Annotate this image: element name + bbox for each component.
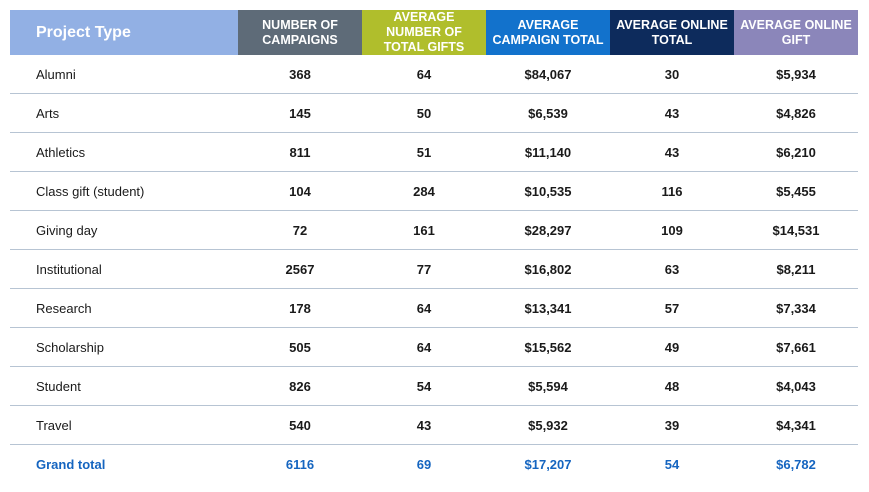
table-body: Alumni 368 64 $84,067 30 $5,934 Arts 145 50 $6,53… [10, 55, 858, 483]
row-label: Alumni [10, 55, 238, 94]
row-label: Giving day [10, 210, 238, 250]
cell-average-number-of-total-gifts: 161 [362, 210, 486, 250]
cell-average-online-total: 43 [610, 93, 734, 133]
table-row: Scholarship 505 64 $15,562 49 $7,661 [10, 327, 858, 367]
table-row: Travel 540 43 $5,932 39 $4,341 [10, 405, 858, 445]
total-average-number-of-total-gifts: 69 [416, 456, 432, 472]
cell-average-number-of-total-gifts: 51 [362, 132, 486, 172]
header-average-online-gift: AVERAGE ONLINE GIFT [734, 10, 858, 55]
row-label: Arts [10, 93, 238, 133]
cell-average-number-of-total-gifts: 54 [362, 366, 486, 406]
cell-average-online-total: 49 [610, 327, 734, 367]
cell-average-online-gift: $7,334 [734, 288, 858, 328]
cell-number-of-campaigns: 505 [238, 327, 362, 367]
cell-average-online-gift: $7,661 [734, 327, 858, 367]
header-average-number-of-total-gifts: AVERAGE NUMBER OF TOTAL GIFTS [362, 10, 486, 55]
table-row: Student 826 54 $5,594 48 $4,043 [10, 366, 858, 406]
cell-average-online-total: 43 [610, 132, 734, 172]
grand-total-row: Grand total 6116 69 $17,207 54 $6,782 [10, 445, 858, 484]
cell-average-campaign-total: $11,140 [486, 132, 610, 172]
row-label: Athletics [10, 132, 238, 172]
cell-average-online-gift: $4,043 [734, 366, 858, 406]
total-number-of-campaigns: 6116 [285, 456, 315, 472]
row-label: Institutional [10, 249, 238, 289]
project-type-table: Project Type NUMBER OF CAMPAIGNS AVERAGE… [10, 10, 858, 483]
cell-average-online-total: 63 [610, 249, 734, 289]
cell-average-number-of-total-gifts: 43 [362, 405, 486, 445]
cell-average-online-total: 116 [610, 171, 734, 211]
cell-number-of-campaigns: 368 [238, 55, 362, 94]
cell-average-online-gift: $5,455 [734, 171, 858, 211]
header-average-online-total: AVERAGE ONLINE TOTAL [610, 10, 734, 55]
cell-number-of-campaigns: 826 [238, 366, 362, 406]
cell-number-of-campaigns: 178 [238, 288, 362, 328]
header-project-type: Project Type [10, 10, 238, 55]
cell-average-number-of-total-gifts: 64 [362, 55, 486, 94]
cell-number-of-campaigns: 540 [238, 405, 362, 445]
cell-average-number-of-total-gifts: 50 [362, 93, 486, 133]
cell-average-number-of-total-gifts: 284 [362, 171, 486, 211]
table-row: Athletics 811 51 $11,140 43 $6,210 [10, 132, 858, 172]
cell-average-online-total: 48 [610, 366, 734, 406]
cell-average-online-gift: $8,211 [734, 249, 858, 289]
cell-average-campaign-total: $6,539 [486, 93, 610, 133]
cell-average-online-total: 109 [610, 210, 734, 250]
cell-average-campaign-total: $13,341 [486, 288, 610, 328]
cell-number-of-campaigns: 72 [238, 210, 362, 250]
cell-average-campaign-total: $10,535 [486, 171, 610, 211]
cell-average-online-gift: $4,826 [734, 93, 858, 133]
cell-average-campaign-total: $84,067 [486, 55, 610, 94]
cell-average-number-of-total-gifts: 77 [362, 249, 486, 289]
table-row: Giving day 72 161 $28,297 109 $14,531 [10, 210, 858, 250]
header-row: Project Type NUMBER OF CAMPAIGNS AVERAGE… [10, 10, 858, 55]
cell-average-online-gift: $5,934 [734, 55, 858, 94]
data-table-container: Project Type NUMBER OF CAMPAIGNS AVERAGE… [10, 10, 858, 483]
cell-average-number-of-total-gifts: 64 [362, 327, 486, 367]
cell-average-campaign-total: $16,802 [486, 249, 610, 289]
cell-average-online-gift: $14,531 [734, 210, 858, 250]
cell-average-online-gift: $6,210 [734, 132, 858, 172]
table-row: Institutional 2567 77 $16,802 63 $8,211 [10, 249, 858, 289]
cell-number-of-campaigns: 2567 [238, 249, 362, 289]
table-row: Research 178 64 $13,341 57 $7,334 [10, 288, 858, 328]
cell-average-online-total: 39 [610, 405, 734, 445]
grand-total-label: Grand total [36, 456, 106, 472]
header-number-of-campaigns: NUMBER OF CAMPAIGNS [238, 10, 362, 55]
cell-average-online-total: 30 [610, 55, 734, 94]
cell-average-campaign-total: $15,562 [486, 327, 610, 367]
total-average-campaign-total: $17,207 [524, 456, 572, 472]
row-label: Research [10, 288, 238, 328]
row-label: Class gift (student) [10, 171, 238, 211]
row-label: Student [10, 366, 238, 406]
cell-number-of-campaigns: 811 [238, 132, 362, 172]
total-average-online-total: 54 [664, 456, 680, 472]
row-label: Travel [10, 405, 238, 445]
cell-average-campaign-total: $28,297 [486, 210, 610, 250]
table-row: Alumni 368 64 $84,067 30 $5,934 [10, 55, 858, 94]
cell-number-of-campaigns: 104 [238, 171, 362, 211]
cell-average-campaign-total: $5,594 [486, 366, 610, 406]
table-row: Arts 145 50 $6,539 43 $4,826 [10, 93, 858, 133]
cell-number-of-campaigns: 145 [238, 93, 362, 133]
cell-average-number-of-total-gifts: 64 [362, 288, 486, 328]
table-row: Class gift (student) 104 284 $10,535 116 $5,4… [10, 171, 858, 211]
header-average-campaign-total: AVERAGE CAMPAIGN TOTAL [486, 10, 610, 55]
row-label: Scholarship [10, 327, 238, 367]
total-average-online-gift: $6,782 [776, 456, 816, 472]
cell-average-online-gift: $4,341 [734, 405, 858, 445]
cell-average-campaign-total: $5,932 [486, 405, 610, 445]
cell-average-online-total: 57 [610, 288, 734, 328]
